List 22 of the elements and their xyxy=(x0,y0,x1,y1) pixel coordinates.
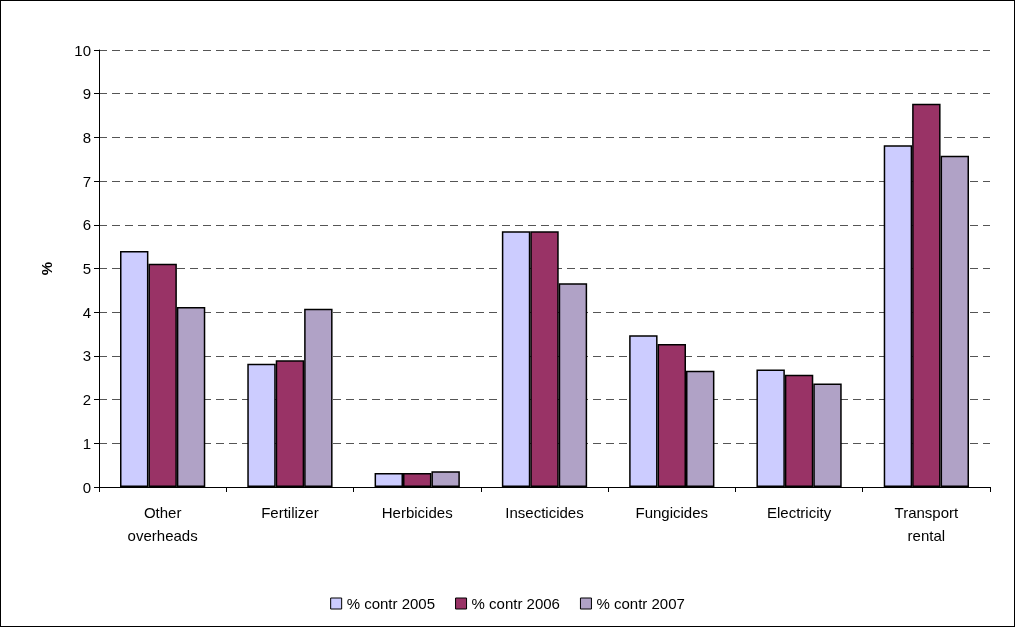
y-tick-label: 4 xyxy=(82,303,91,321)
y-tick-label: 9 xyxy=(82,85,91,103)
x-tick-label: Transport rental xyxy=(894,504,959,544)
legend-label: % contr 2007 xyxy=(596,595,685,612)
y-tick-label: 2 xyxy=(82,391,91,409)
legend-label: % contr 2005 xyxy=(346,595,436,612)
x-tick-label: Herbicides xyxy=(381,504,453,521)
y-tick-label: 10 xyxy=(74,41,91,59)
y-tick-label: 3 xyxy=(82,347,91,365)
y-tick-label: 5 xyxy=(82,260,91,277)
x-tick-label: Fungicides xyxy=(635,504,709,521)
y-tick-label: 7 xyxy=(82,172,91,190)
y-tick-label: 6 xyxy=(82,216,91,234)
y-tick-label: 8 xyxy=(82,128,91,146)
x-tick-label: Electricity xyxy=(766,504,832,521)
y-tick-label: 0 xyxy=(82,478,91,496)
legend-label: % contr 2006 xyxy=(471,595,560,612)
x-tick-label: Fertilizer xyxy=(261,504,319,521)
y-tick-label: 1 xyxy=(82,434,91,452)
x-tick-label: Other overheads xyxy=(127,504,198,544)
y-axis-title: % xyxy=(38,261,55,276)
x-tick-label: Insecticides xyxy=(505,504,584,521)
